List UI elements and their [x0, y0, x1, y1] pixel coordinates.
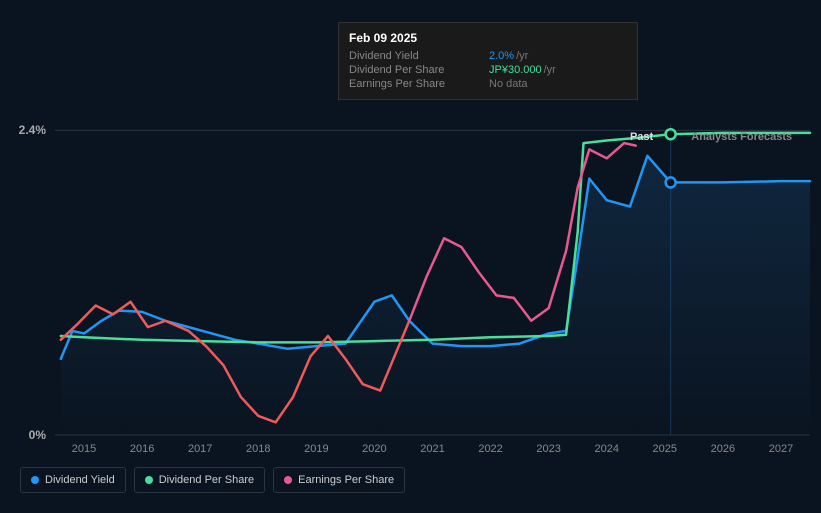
tooltip-label: Dividend Yield	[349, 50, 489, 62]
tooltip-label: Earnings Per Share	[349, 78, 489, 90]
tooltip-row: Dividend Per ShareJP¥30.000 /yr	[349, 63, 627, 77]
x-tick-label: 2021	[420, 443, 444, 455]
x-tick-label: 2017	[188, 443, 212, 455]
legend-item-dividend_yield[interactable]: Dividend Yield	[20, 467, 126, 493]
x-tick-label: 2019	[304, 443, 328, 455]
legend-item-dividend_per_share[interactable]: Dividend Per Share	[134, 467, 265, 493]
x-tick-label: 2026	[711, 443, 735, 455]
x-tick-label: 2018	[246, 443, 270, 455]
legend-label: Dividend Yield	[45, 474, 115, 486]
legend-dot-icon	[145, 476, 153, 484]
x-tick-label: 2016	[130, 443, 154, 455]
tooltip-row: Dividend Yield2.0% /yr	[349, 49, 627, 63]
x-tick-label: 2015	[72, 443, 96, 455]
legend: Dividend Yield Dividend Per Share Earnings…	[20, 467, 405, 493]
legend-dot-icon	[31, 476, 39, 484]
x-tick-label: 2024	[594, 443, 618, 455]
legend-label: Earnings Per Share	[298, 474, 394, 486]
region-label-forecast: Analysts Forecasts	[691, 131, 792, 143]
legend-label: Dividend Per Share	[159, 474, 254, 486]
x-tick-label: 2022	[478, 443, 502, 455]
x-tick-label: 2027	[769, 443, 793, 455]
x-tick-label: 2025	[653, 443, 677, 455]
tooltip-value: No data	[489, 78, 528, 90]
y-tick-label: 2.4%	[19, 123, 46, 137]
tooltip-unit: /yr	[544, 64, 556, 76]
tooltip-value: JP¥30.000	[489, 64, 542, 76]
tooltip-value: 2.0%	[489, 50, 514, 62]
region-label-past: Past	[630, 131, 653, 143]
legend-dot-icon	[284, 476, 292, 484]
tooltip-row: Earnings Per ShareNo data	[349, 77, 627, 91]
y-tick-label: 0%	[29, 428, 46, 442]
tooltip-label: Dividend Per Share	[349, 64, 489, 76]
chart-tooltip: Feb 09 2025 Dividend Yield2.0% /yrDivide…	[338, 22, 638, 100]
x-tick-label: 2020	[362, 443, 386, 455]
legend-item-earnings_per_share[interactable]: Earnings Per Share	[273, 467, 405, 493]
tooltip-unit: /yr	[516, 50, 528, 62]
chart-container: 0% 2.4% 2015 2016 2017 2018 2019 2020 2021 2022 2…	[0, 0, 821, 508]
x-tick-label: 2023	[536, 443, 560, 455]
tooltip-date: Feb 09 2025	[349, 31, 627, 45]
